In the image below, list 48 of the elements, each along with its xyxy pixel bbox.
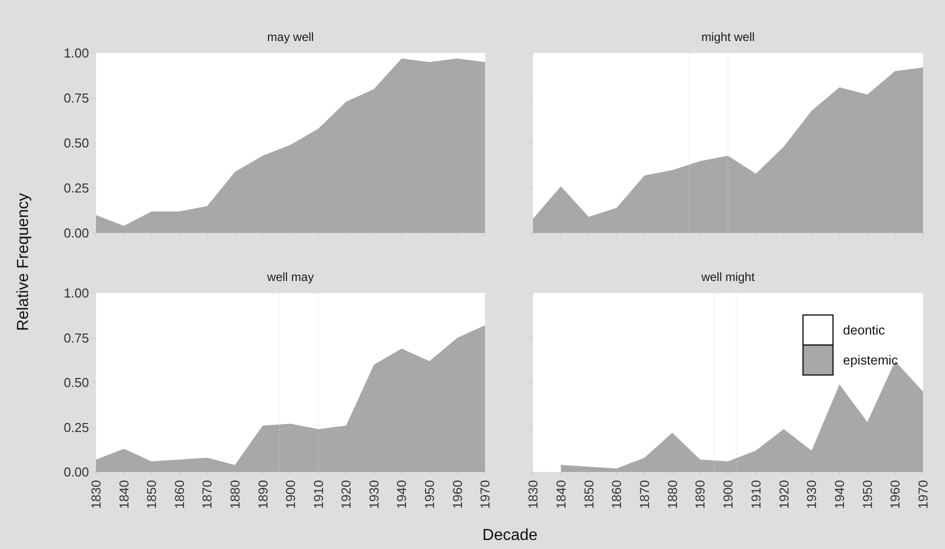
y-tick-label: 1.00 <box>64 286 89 301</box>
y-tick-label: 0.00 <box>64 464 89 480</box>
y-tick-label: 0.25 <box>64 180 89 196</box>
x-tick-label: 1830 <box>526 480 541 509</box>
x-tick-label: 1850 <box>144 480 160 509</box>
x-tick-label: 1910 <box>748 480 764 509</box>
y-tick-label: 0.00 <box>64 226 89 241</box>
x-tick-label: 1880 <box>227 480 242 509</box>
x-tick-label: 1890 <box>692 480 708 509</box>
y-tick-label: 0.50 <box>64 136 89 151</box>
y-tick-label: 0.75 <box>64 330 89 346</box>
x-tick-label: 1870 <box>200 480 215 509</box>
x-tick-label: 1960 <box>888 480 903 509</box>
y-axis-title: Relative Frequency <box>15 193 32 331</box>
x-tick-label: 1940 <box>394 480 410 509</box>
x-tick-label: 1950 <box>860 480 875 509</box>
series-label: deontic <box>843 322 886 338</box>
x-tick-label: 1930 <box>804 480 820 509</box>
x-tick-label: 1830 <box>88 480 104 509</box>
legend-label: epistemic <box>843 352 898 368</box>
x-tick-label: 1900 <box>283 480 298 509</box>
y-tick-label: 0.75 <box>64 90 89 106</box>
y-tick-label: 0.50 <box>64 375 89 390</box>
x-tick-label: 1890 <box>255 480 270 509</box>
x-tick-label: 1860 <box>609 480 624 509</box>
chart-title: may well <box>267 30 314 44</box>
x-tick-label: 1960 <box>450 480 465 509</box>
x-axis-title: Decade <box>482 527 538 544</box>
x-tick-label: 1970 <box>916 480 931 509</box>
x-tick-label: 1970 <box>478 480 493 509</box>
x-tick-label: 1880 <box>664 480 680 509</box>
chart-title: might well <box>701 30 755 44</box>
x-tick-label: 1950 <box>422 480 437 509</box>
x-tick-label: 1850 <box>581 480 596 509</box>
chart-title: well may <box>266 270 314 284</box>
x-tick-label: 1860 <box>172 480 187 509</box>
x-tick-label: 1870 <box>636 480 652 509</box>
x-tick-label: 1920 <box>776 480 792 509</box>
x-tick-label: 1930 <box>366 480 382 509</box>
x-tick-label: 1900 <box>720 480 736 509</box>
chart-title: well might <box>700 270 756 284</box>
y-tick-label: 1.00 <box>64 46 89 61</box>
x-tick-label: 1910 <box>310 480 326 509</box>
y-tick-label: 0.25 <box>64 420 89 435</box>
x-tick-label: 1940 <box>832 480 847 509</box>
x-tick-label: 1840 <box>553 480 568 509</box>
x-tick-label: 1840 <box>116 480 132 509</box>
x-tick-label: 1920 <box>338 480 354 509</box>
